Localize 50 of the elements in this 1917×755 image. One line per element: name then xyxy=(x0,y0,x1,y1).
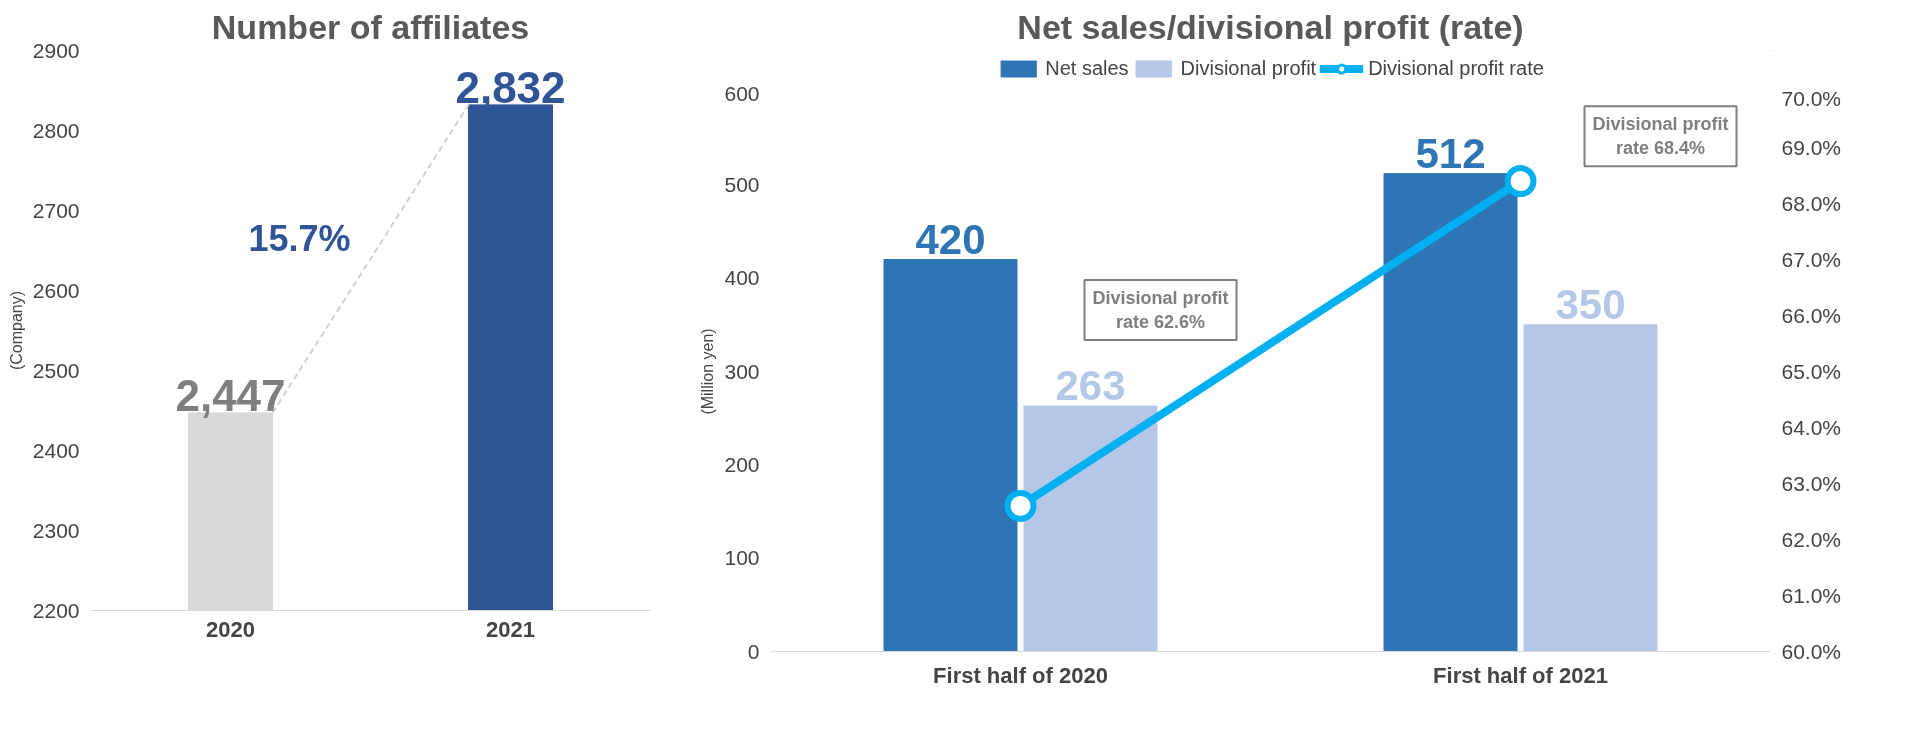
bar xyxy=(883,259,1018,652)
y2-tick-label: 61.0% xyxy=(1781,584,1842,607)
y2-tick-label: 65.0% xyxy=(1781,360,1842,383)
data-label: 512 xyxy=(1415,129,1486,177)
chart-title: Number of affiliates xyxy=(211,7,530,46)
data-label: 2,832 xyxy=(455,62,566,112)
y-tick-label: 600 xyxy=(724,81,760,105)
annotation: Divisional profit rate 62.6% xyxy=(1092,287,1229,332)
y-tick-label: 300 xyxy=(724,359,760,383)
y-tick-label: 2900 xyxy=(32,38,80,62)
y-tick-label: 2500 xyxy=(32,358,80,382)
data-label: 263 xyxy=(1055,362,1126,410)
y2-tick-label: 63.0% xyxy=(1781,472,1842,495)
y-tick-label: 2600 xyxy=(32,278,80,302)
x-tick-label: First half of 2020 xyxy=(933,662,1108,688)
x-tick-label: First half of 2021 xyxy=(1433,662,1608,688)
y2-tick-label: 68.0% xyxy=(1781,192,1842,215)
bar xyxy=(1523,324,1658,652)
annotation: Divisional profit rate 68.4% xyxy=(1592,114,1729,159)
y-tick-label: 2800 xyxy=(32,118,80,142)
data-label: 420 xyxy=(915,215,986,263)
y2-tick-label: 66.0% xyxy=(1781,304,1842,327)
y-tick-label: 2700 xyxy=(32,198,80,222)
x-tick-label: 2020 xyxy=(206,616,255,642)
y2-tick-label: 60.0% xyxy=(1781,640,1842,663)
x-tick-label: 2021 xyxy=(486,616,535,642)
y-axis-title: (Company) xyxy=(7,290,25,371)
y-tick-label: 100 xyxy=(724,546,760,570)
legend-label: Net sales xyxy=(1045,56,1129,80)
legend-label: Divisional profit xyxy=(1180,56,1317,80)
y-axis-title: (Million yen) xyxy=(699,328,717,415)
y2-tick-label: 67.0% xyxy=(1781,248,1842,271)
y-tick-label: 200 xyxy=(724,452,760,476)
legend-label: Divisional profit rate xyxy=(1368,56,1544,80)
y2-tick-label: 62.0% xyxy=(1781,528,1842,551)
data-label: 350 xyxy=(1555,280,1626,328)
y2-tick-label: 69.0% xyxy=(1781,136,1842,159)
y-tick-label: 2400 xyxy=(32,438,80,462)
y-tick-label: 2300 xyxy=(32,518,80,542)
bar xyxy=(1383,173,1518,652)
annotation: 15.7% xyxy=(248,217,351,259)
y-tick-label: 400 xyxy=(724,266,760,290)
bar xyxy=(1023,405,1158,652)
y-tick-label: 0 xyxy=(747,639,760,663)
data-label: 2,447 xyxy=(175,370,286,420)
y2-tick-label: 64.0% xyxy=(1781,416,1842,439)
y-tick-label: 500 xyxy=(724,172,760,196)
y-tick-label: 2200 xyxy=(32,598,80,622)
y2-tick-label: 70.0% xyxy=(1781,86,1842,110)
chart-title: Net sales/divisional profit (rate) xyxy=(1017,7,1524,46)
